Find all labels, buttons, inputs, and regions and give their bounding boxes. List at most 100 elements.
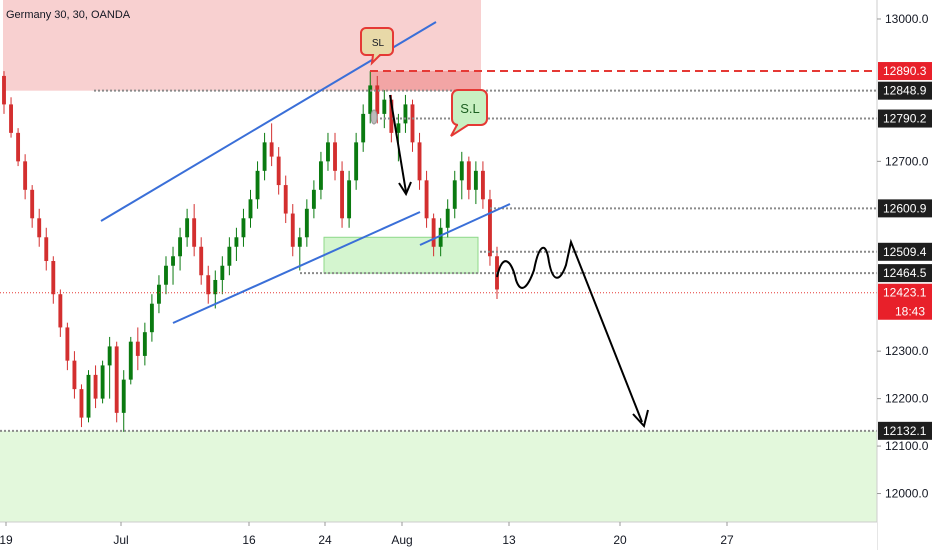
candle[interactable] <box>290 204 295 257</box>
candle[interactable] <box>121 370 126 432</box>
candle[interactable] <box>16 128 21 167</box>
short-down-arrow[interactable] <box>389 94 412 197</box>
candle[interactable] <box>248 189 253 228</box>
candle[interactable] <box>178 227 183 271</box>
price-level-value: 12132.1 <box>883 424 927 438</box>
sl2-callout[interactable]: S.L <box>450 89 488 137</box>
price-level-badge[interactable]: 12848.9 <box>878 81 932 100</box>
candle[interactable] <box>326 132 330 171</box>
candle[interactable] <box>347 170 352 228</box>
price-level-badge[interactable]: 12890.3 <box>878 62 932 81</box>
candle[interactable] <box>340 161 344 228</box>
demand-zone[interactable] <box>323 236 479 274</box>
candle[interactable] <box>93 365 98 409</box>
price-level-value: 12848.9 <box>883 84 927 98</box>
candle[interactable] <box>417 132 422 190</box>
candle[interactable] <box>185 208 190 247</box>
candle[interactable] <box>466 156 471 200</box>
y-tick-label: 12700.0 <box>885 154 929 168</box>
candle[interactable] <box>452 170 457 219</box>
x-tick-label: 13 <box>502 533 516 547</box>
candle[interactable] <box>333 132 337 181</box>
x-tick-label: 27 <box>720 533 734 547</box>
candle[interactable] <box>318 151 323 200</box>
candle[interactable] <box>171 246 175 285</box>
candle[interactable] <box>220 256 225 295</box>
candle[interactable] <box>361 104 366 152</box>
candle[interactable] <box>206 265 211 304</box>
candle[interactable] <box>488 189 492 266</box>
support-zone[interactable] <box>0 430 877 522</box>
candle[interactable] <box>142 322 147 366</box>
sl-marker-oval <box>370 109 378 125</box>
candle[interactable] <box>65 322 70 371</box>
candle[interactable] <box>473 161 478 205</box>
candle[interactable] <box>283 175 288 224</box>
price-level-badge[interactable]: 12790.2 <box>878 109 932 128</box>
candle[interactable] <box>354 132 359 190</box>
candle[interactable] <box>445 199 450 238</box>
candle[interactable] <box>100 360 105 404</box>
candle[interactable] <box>234 227 239 261</box>
candle[interactable] <box>44 227 49 271</box>
supply-zone[interactable] <box>370 71 481 91</box>
candle[interactable] <box>276 147 281 195</box>
wedge-trendline[interactable] <box>419 203 511 246</box>
price-level-badge[interactable]: 12600.9 <box>878 199 932 218</box>
candle[interactable] <box>9 97 13 138</box>
candle[interactable] <box>269 123 274 167</box>
candle[interactable] <box>368 71 373 124</box>
y-tick-label: 13000.0 <box>885 12 929 26</box>
current-price-badge[interactable]: 12423.1 18:43 <box>878 283 932 320</box>
candle[interactable] <box>86 370 91 423</box>
time-axis[interactable] <box>0 522 877 550</box>
candle[interactable] <box>79 384 84 428</box>
candle[interactable] <box>2 71 6 114</box>
candle[interactable] <box>304 199 309 247</box>
price-level-badge[interactable]: 12509.4 <box>878 242 932 261</box>
candle[interactable] <box>438 218 443 257</box>
chart-title: Germany 30, 30, OANDA <box>6 9 131 21</box>
candle[interactable] <box>135 327 140 371</box>
candle[interactable] <box>255 161 260 209</box>
candle[interactable] <box>262 132 267 181</box>
candle[interactable] <box>128 336 133 385</box>
price-level-value: 12509.4 <box>883 245 927 259</box>
candle[interactable] <box>403 94 408 133</box>
price-level-badge[interactable]: 12464.5 <box>878 264 932 283</box>
candle[interactable] <box>410 99 415 152</box>
candle[interactable] <box>192 204 197 257</box>
candle[interactable] <box>157 275 161 314</box>
price-level-value: 12790.2 <box>883 112 927 126</box>
y-tick-label: 12300.0 <box>885 344 929 358</box>
x-tick-label: Jul <box>113 533 128 547</box>
candle[interactable] <box>23 154 28 200</box>
candle[interactable] <box>382 90 387 129</box>
candle[interactable] <box>149 294 154 342</box>
candle[interactable] <box>311 180 316 219</box>
channel-lower-trendline[interactable] <box>172 211 421 324</box>
candle[interactable] <box>37 208 42 247</box>
candle[interactable] <box>107 336 112 399</box>
candle[interactable] <box>241 208 246 247</box>
candle[interactable] <box>114 341 119 423</box>
candle[interactable] <box>480 161 485 209</box>
candle[interactable] <box>227 237 232 276</box>
candle[interactable] <box>72 351 77 399</box>
candle[interactable] <box>164 256 168 295</box>
candle[interactable] <box>396 113 401 162</box>
candle[interactable] <box>213 270 218 309</box>
candle[interactable] <box>431 213 436 257</box>
forecast-wave-path[interactable] <box>496 238 643 423</box>
candle[interactable] <box>30 185 35 228</box>
candle[interactable] <box>297 227 302 271</box>
candle[interactable] <box>459 151 464 200</box>
candle[interactable] <box>51 256 56 304</box>
candle[interactable] <box>58 289 63 337</box>
candle[interactable] <box>199 237 204 285</box>
sl-callout[interactable]: SL <box>360 27 394 66</box>
candle[interactable] <box>424 170 429 228</box>
price-level-badge[interactable]: 12132.1 <box>878 421 932 440</box>
